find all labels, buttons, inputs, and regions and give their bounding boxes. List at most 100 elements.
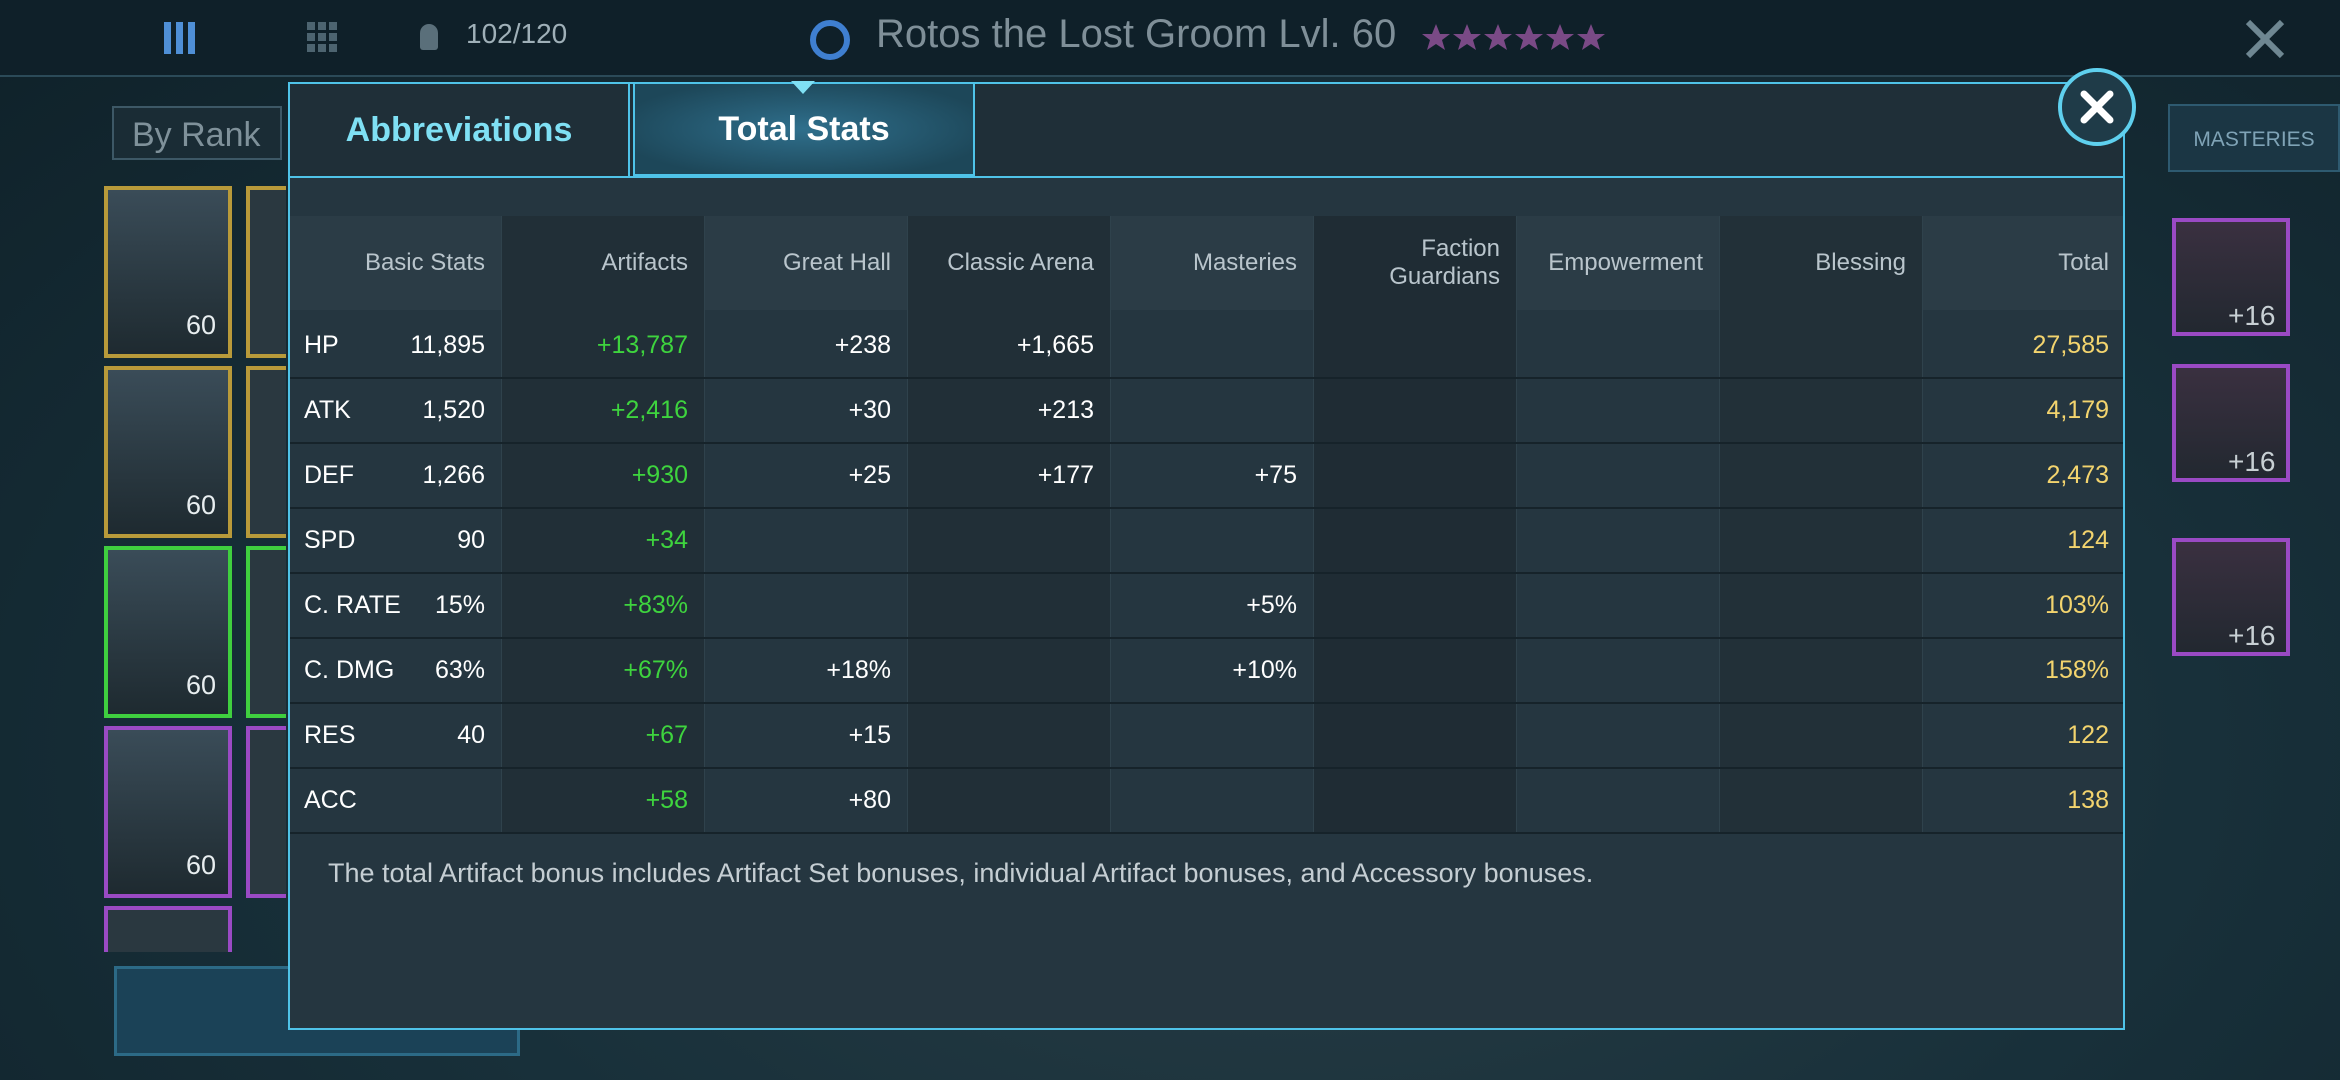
sort-dropdown[interactable]: By Rank (112, 106, 282, 160)
hero-level: 60 (186, 670, 217, 700)
hero-card[interactable] (104, 546, 232, 718)
gear-slot[interactable] (2172, 538, 2290, 656)
stat-value: 4,179 (2046, 396, 2109, 424)
gear-slot[interactable] (2172, 364, 2290, 482)
tab[interactable]: Abbreviations (290, 84, 630, 176)
hero-card[interactable] (104, 186, 232, 358)
grid-icon[interactable] (305, 20, 339, 54)
gear-level: +16 (2228, 300, 2276, 331)
stat-label: RES (304, 721, 356, 749)
stat-value: +58 (645, 786, 688, 814)
stat-value: 138 (2067, 786, 2109, 814)
column-divider (501, 216, 502, 833)
column-header: Classic Arena (947, 249, 1094, 276)
stat-value: +1,665 (1016, 331, 1094, 359)
tab-strip (290, 84, 2123, 176)
stat-label: SPD (304, 526, 356, 554)
stat-value: 27,585 (2032, 331, 2109, 359)
column-divider (704, 216, 705, 833)
stat-value: +2,416 (610, 396, 688, 424)
stat-value: 63% (434, 656, 485, 684)
stat-value: +5% (1246, 591, 1297, 619)
stat-value: +67 (645, 721, 688, 749)
column-header: Blessing (1815, 249, 1906, 276)
stat-label: C. DMG (304, 656, 395, 684)
stat-value: +13,787 (596, 331, 688, 359)
stat-value: 90 (457, 526, 485, 554)
column-header: Empowerment (1548, 249, 1703, 276)
stat-label: ATK (304, 396, 351, 424)
stat-value: +15 (848, 721, 891, 749)
hero-title: Rotos the Lost Groom Lvl. 60 (876, 12, 1397, 56)
stat-value: +25 (848, 461, 891, 489)
footnote: The total Artifact bonus includes Artifa… (328, 858, 1594, 888)
stat-value: +80 (848, 786, 891, 814)
column-divider (1110, 216, 1111, 833)
hero-card[interactable] (246, 366, 286, 538)
row-divider (290, 377, 2123, 379)
column-header: Total (2058, 249, 2109, 276)
tab-active[interactable]: Total Stats (633, 82, 975, 176)
stat-value: 11,895 (410, 331, 485, 359)
stat-value: +177 (1037, 461, 1094, 489)
stat-value: 124 (2067, 526, 2109, 554)
masteries-tab[interactable]: MASTERIES (2168, 104, 2340, 172)
gear-slot[interactable] (2172, 218, 2290, 336)
stat-value: 103% (2045, 591, 2109, 619)
capacity: 102/120 (466, 18, 568, 49)
stat-label: ACC (304, 786, 357, 814)
stat-value: +34 (645, 526, 688, 554)
gear-level: +16 (2228, 620, 2276, 651)
close-icon (2080, 90, 2114, 124)
gear-level: +16 (2228, 446, 2276, 477)
top-bar (0, 0, 2340, 77)
hero-card[interactable] (246, 546, 286, 718)
stat-value: +238 (834, 331, 891, 359)
column-header: Artifacts (601, 249, 688, 276)
tab-pointer (791, 81, 815, 94)
stat-value: 122 (2067, 721, 2109, 749)
column-divider (1719, 216, 1720, 833)
hero-card[interactable] (246, 726, 286, 898)
column-shade (501, 216, 704, 833)
stat-value: +67% (623, 656, 688, 684)
hero-card[interactable] (104, 366, 232, 538)
stat-value: 40 (457, 721, 485, 749)
column-shade (1313, 216, 1516, 833)
stat-value: 1,266 (422, 461, 485, 489)
column-shade (1719, 216, 1922, 833)
row-divider (290, 767, 2123, 769)
column-header: Basic Stats (364, 249, 485, 276)
close-modal[interactable] (2058, 68, 2136, 146)
hero-card[interactable] (104, 726, 232, 898)
stat-value: +213 (1037, 396, 1094, 424)
hero-level: 60 (186, 310, 217, 340)
hero-level: 60 (186, 850, 217, 880)
menu-icon[interactable] (160, 20, 200, 56)
hero-card[interactable] (246, 186, 286, 358)
stat-label: DEF (304, 461, 354, 489)
column-divider (1313, 216, 1314, 833)
row-divider (290, 832, 2123, 834)
row-divider (290, 442, 2123, 444)
stat-value: +83% (623, 591, 688, 619)
column-divider (907, 216, 908, 833)
stat-value: 1,520 (422, 396, 485, 424)
faction-icon (810, 20, 850, 60)
stat-value: +10% (1232, 656, 1297, 684)
stat-value: 15% (434, 591, 485, 619)
row-divider (290, 572, 2123, 574)
stat-value: +75 (1254, 461, 1297, 489)
stat-value: +930 (631, 461, 688, 489)
column-shade (907, 216, 1110, 833)
hero-card[interactable] (104, 906, 232, 952)
row-divider (290, 637, 2123, 639)
stat-value: +18% (826, 656, 891, 684)
column-header: Masteries (1192, 249, 1297, 276)
close-screen[interactable] (2240, 14, 2290, 64)
column-divider (1922, 216, 1923, 833)
stat-value: 2,473 (2046, 461, 2109, 489)
column-header: Faction Guardians (1389, 235, 1500, 290)
row-divider (290, 507, 2123, 509)
